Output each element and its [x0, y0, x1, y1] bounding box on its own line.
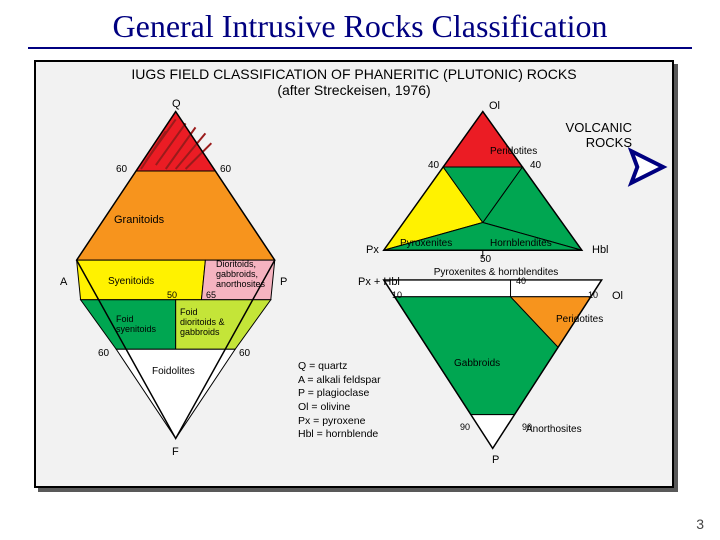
- region-foid-dioritoids: Foid dioritoids & gabbroids: [180, 308, 225, 338]
- legend-hbl: Hbl = hornblende: [298, 428, 381, 442]
- region-peridotites1: Peridotites: [490, 146, 537, 157]
- region-granitoids: Granitoids: [114, 214, 164, 226]
- volcanic-line2: ROCKS: [552, 135, 632, 150]
- region-peridotites2: Peridotites: [556, 314, 603, 325]
- olpxhblp-tick90a: 90: [460, 422, 470, 432]
- legend: Q = quartz A = alkali feldspar P = plagi…: [298, 360, 381, 442]
- legend-a: A = alkali feldspar: [298, 374, 381, 388]
- region-pyroxenites: Pyroxenites: [400, 238, 452, 249]
- olpxhbl-apex-ol: Ol: [489, 100, 500, 112]
- olpxhblp-tick40: 40: [516, 276, 526, 286]
- olpxhbl-tick40b: 40: [530, 160, 541, 171]
- region-dioritoids: Dioritoids, gabbroids, anorthosites: [216, 260, 265, 290]
- volcanic-line1: VOLCANIC: [552, 120, 632, 135]
- region-hornblendites: Hornblendites: [490, 238, 552, 249]
- region-gabbroids: Gabbroids: [454, 358, 500, 369]
- olpxhbl-apex-px: Px: [366, 244, 379, 256]
- region-anorthosites: Anorthosites: [526, 424, 582, 435]
- qapf-tick65: 65: [206, 290, 216, 300]
- diagram-panel: IUGS FIELD CLASSIFICATION OF PHANERITIC …: [34, 60, 674, 488]
- legend-p: P = plagioclase: [298, 387, 381, 401]
- qapf-apex-a: A: [60, 276, 67, 288]
- volcanic-label: VOLCANIC ROCKS: [552, 120, 632, 150]
- olpxhblp-toplabel: Pyroxenites & hornblendites: [416, 267, 576, 278]
- qapf-apex-q: Q: [172, 98, 181, 110]
- page-number: 3: [696, 516, 704, 532]
- olpxhbl-apex-hbl: Hbl: [592, 244, 609, 256]
- region-syenitoids: Syenitoids: [108, 276, 154, 287]
- legend-ol: Ol = olivine: [298, 401, 381, 415]
- olpxhblp-apex-p: P: [492, 454, 499, 466]
- legend-q: Q = quartz: [298, 360, 381, 374]
- region-foid-syenitoids: Foid syenitoids: [116, 314, 156, 335]
- olpxhblp-apex-ol: Ol: [612, 290, 623, 302]
- olpxhbl-tick40a: 40: [428, 160, 439, 171]
- page-title: General Intrusive Rocks Classification: [28, 0, 692, 49]
- qapf-tick60c: 60: [98, 348, 109, 359]
- olpxhblp-tick10b: 10: [588, 290, 598, 300]
- qapf-tick60b: 60: [220, 164, 231, 175]
- qapf-apex-p: P: [280, 276, 287, 288]
- olpxhblp-apex-pxhbl: Px + Hbl: [358, 276, 400, 288]
- legend-px: Px = pyroxene: [298, 415, 381, 429]
- qapf-apex-f: F: [172, 446, 179, 458]
- olpxhbl-tick50: 50: [480, 254, 491, 265]
- qapf-tick50: 50: [167, 290, 177, 300]
- olpxhblp-tick10a: 10: [392, 290, 402, 300]
- region-foidolites: Foidolites: [152, 366, 195, 377]
- qapf-tick60d: 60: [239, 348, 250, 359]
- qapf-tick60a: 60: [116, 164, 127, 175]
